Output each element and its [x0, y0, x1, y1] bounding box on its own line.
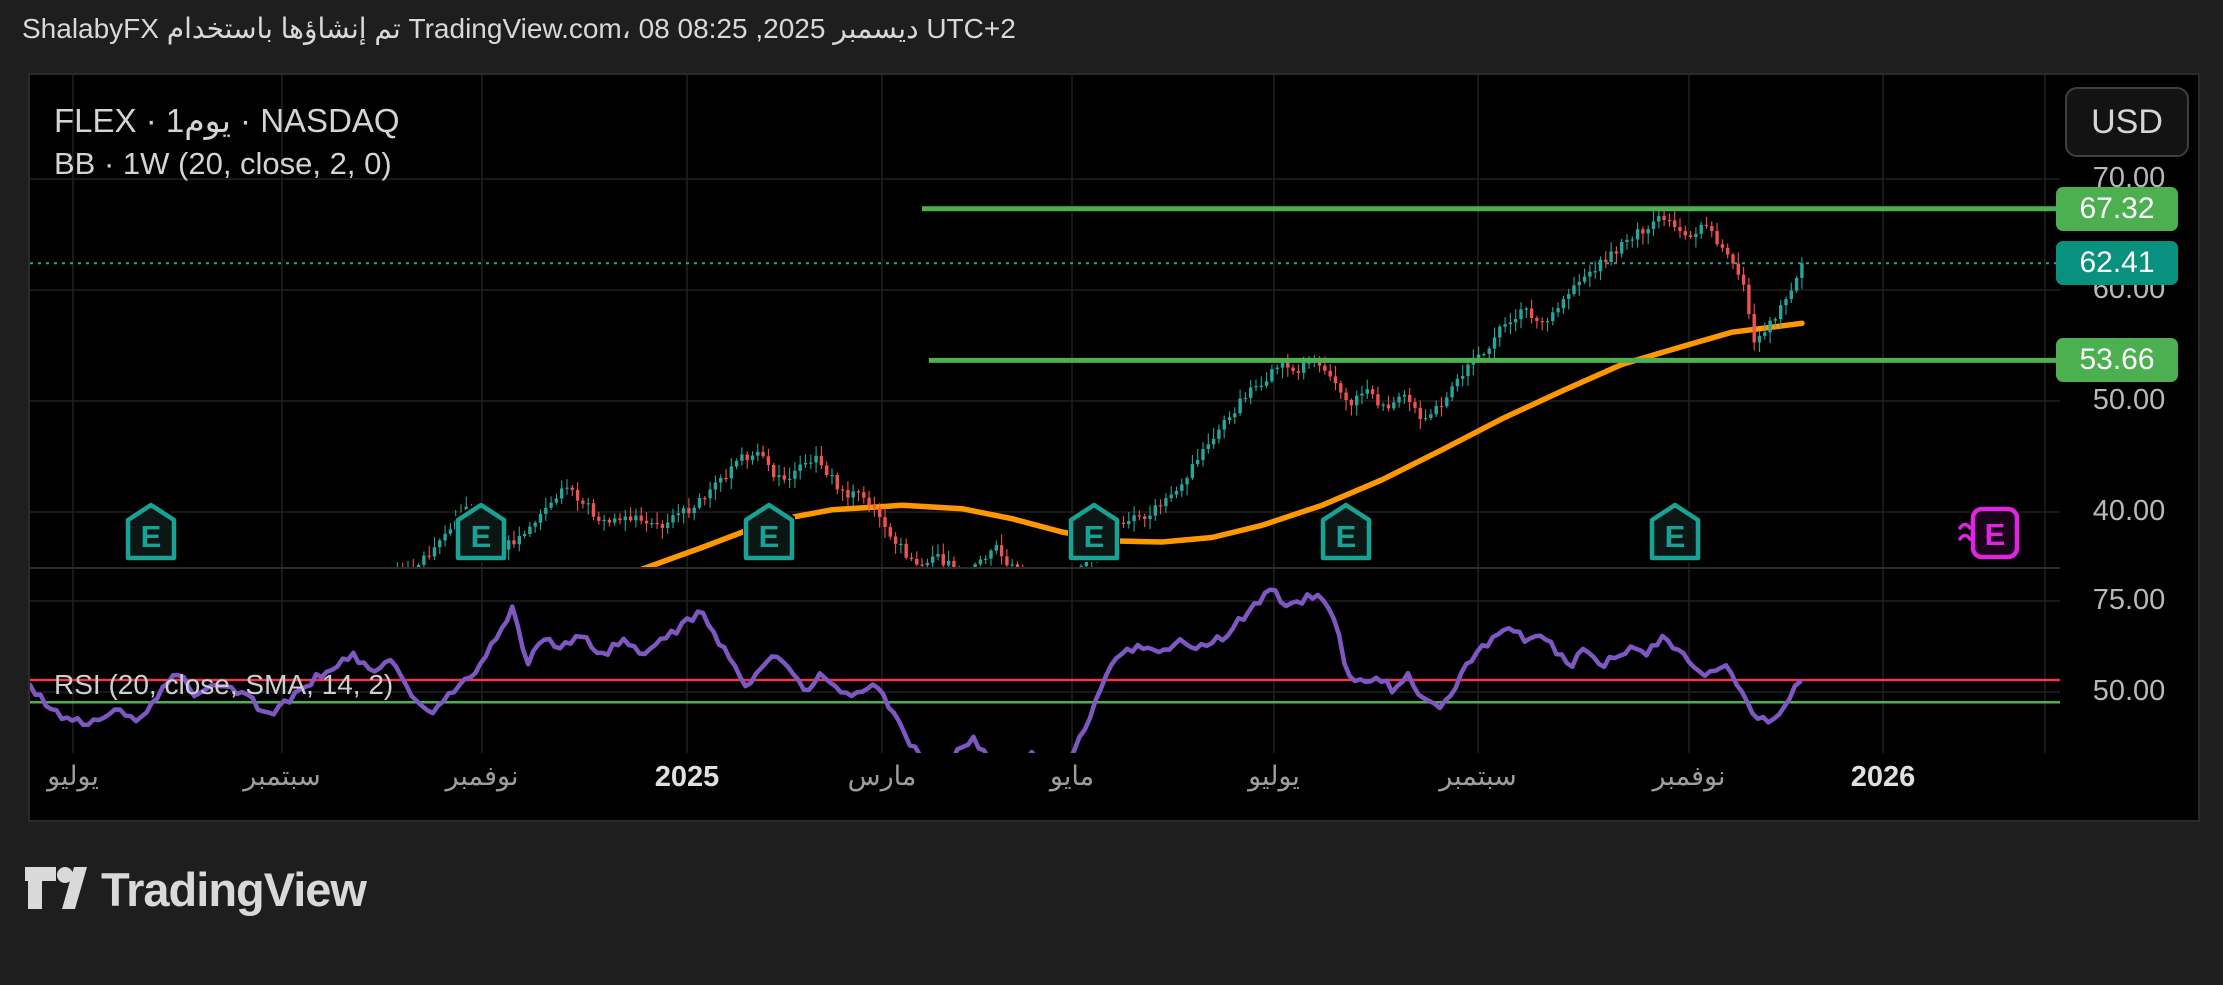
svg-text:E: E	[1665, 519, 1686, 554]
svg-text:E: E	[759, 519, 780, 554]
earnings-badge-icon[interactable]: E	[1318, 500, 1374, 567]
chart-area[interactable]: FLEX · 1يوم · NASDAQ BB · 1W (20, close,…	[28, 73, 2200, 822]
last-price-badge[interactable]: 62.41	[2056, 241, 2178, 285]
tradingview-logo-text: TradingView	[101, 863, 367, 916]
time-axis-label[interactable]: يوليو	[1248, 761, 1300, 791]
earnings-badge-icon[interactable]: E	[123, 500, 179, 567]
time-axis-label[interactable]: مايو	[1049, 761, 1095, 791]
time-axis-label[interactable]: نوفمبر	[1652, 761, 1726, 791]
price-and-rsi-plot	[30, 75, 2060, 753]
chart-legend: FLEX · 1يوم · NASDAQ BB · 1W (20, close,…	[54, 99, 400, 185]
svg-text:E: E	[141, 519, 162, 554]
time-axis-label[interactable]: 2026	[1850, 761, 1916, 793]
upcoming-earnings-badge-icon[interactable]: E	[1958, 504, 2022, 567]
time-axis-label[interactable]: يوليو	[47, 761, 99, 791]
svg-text:E: E	[1985, 517, 2006, 552]
time-axis-label[interactable]: سبتمبر	[243, 761, 321, 791]
price-axis-label: 40.00	[2092, 495, 2166, 527]
rsi-indicator-label[interactable]: RSI (20, close, SMA, 14, 2)	[54, 669, 394, 700]
tradingview-logo[interactable]: TradingView	[25, 862, 367, 917]
time-axis-label[interactable]: مارس	[847, 761, 917, 791]
time-axis-label[interactable]: نوفمبر	[445, 761, 519, 791]
tradingview-logo-icon	[25, 866, 87, 909]
rsi-axis-label: 75.00	[2092, 584, 2166, 616]
earnings-badge-icon[interactable]: E	[1066, 500, 1122, 567]
svg-text:E: E	[1336, 519, 1357, 554]
earnings-badge-icon[interactable]: E	[453, 500, 509, 567]
bb-indicator-label[interactable]: BB · 1W (20, close, 2, 0)	[54, 146, 392, 181]
attribution-text: ShalabyFX تم إنشاؤها باستخدام TradingVie…	[22, 13, 1016, 44]
rsi-axis-label: 50.00	[2092, 675, 2166, 707]
price-axis-label: 50.00	[2092, 384, 2166, 416]
earnings-badge-icon[interactable]: E	[1647, 500, 1703, 567]
currency-button[interactable]: USD	[2065, 87, 2189, 157]
earnings-badge-icon[interactable]: E	[741, 500, 797, 567]
symbol-title[interactable]: FLEX · 1يوم · NASDAQ	[54, 102, 400, 139]
level-badge-53-66[interactable]: 53.66	[2056, 338, 2178, 382]
time-axis-label[interactable]: سبتمبر	[1439, 761, 1517, 791]
svg-text:E: E	[1084, 519, 1105, 554]
svg-text:E: E	[471, 519, 492, 554]
time-axis-label[interactable]: 2025	[654, 761, 720, 793]
level-badge-67-32[interactable]: 67.32	[2056, 187, 2178, 231]
